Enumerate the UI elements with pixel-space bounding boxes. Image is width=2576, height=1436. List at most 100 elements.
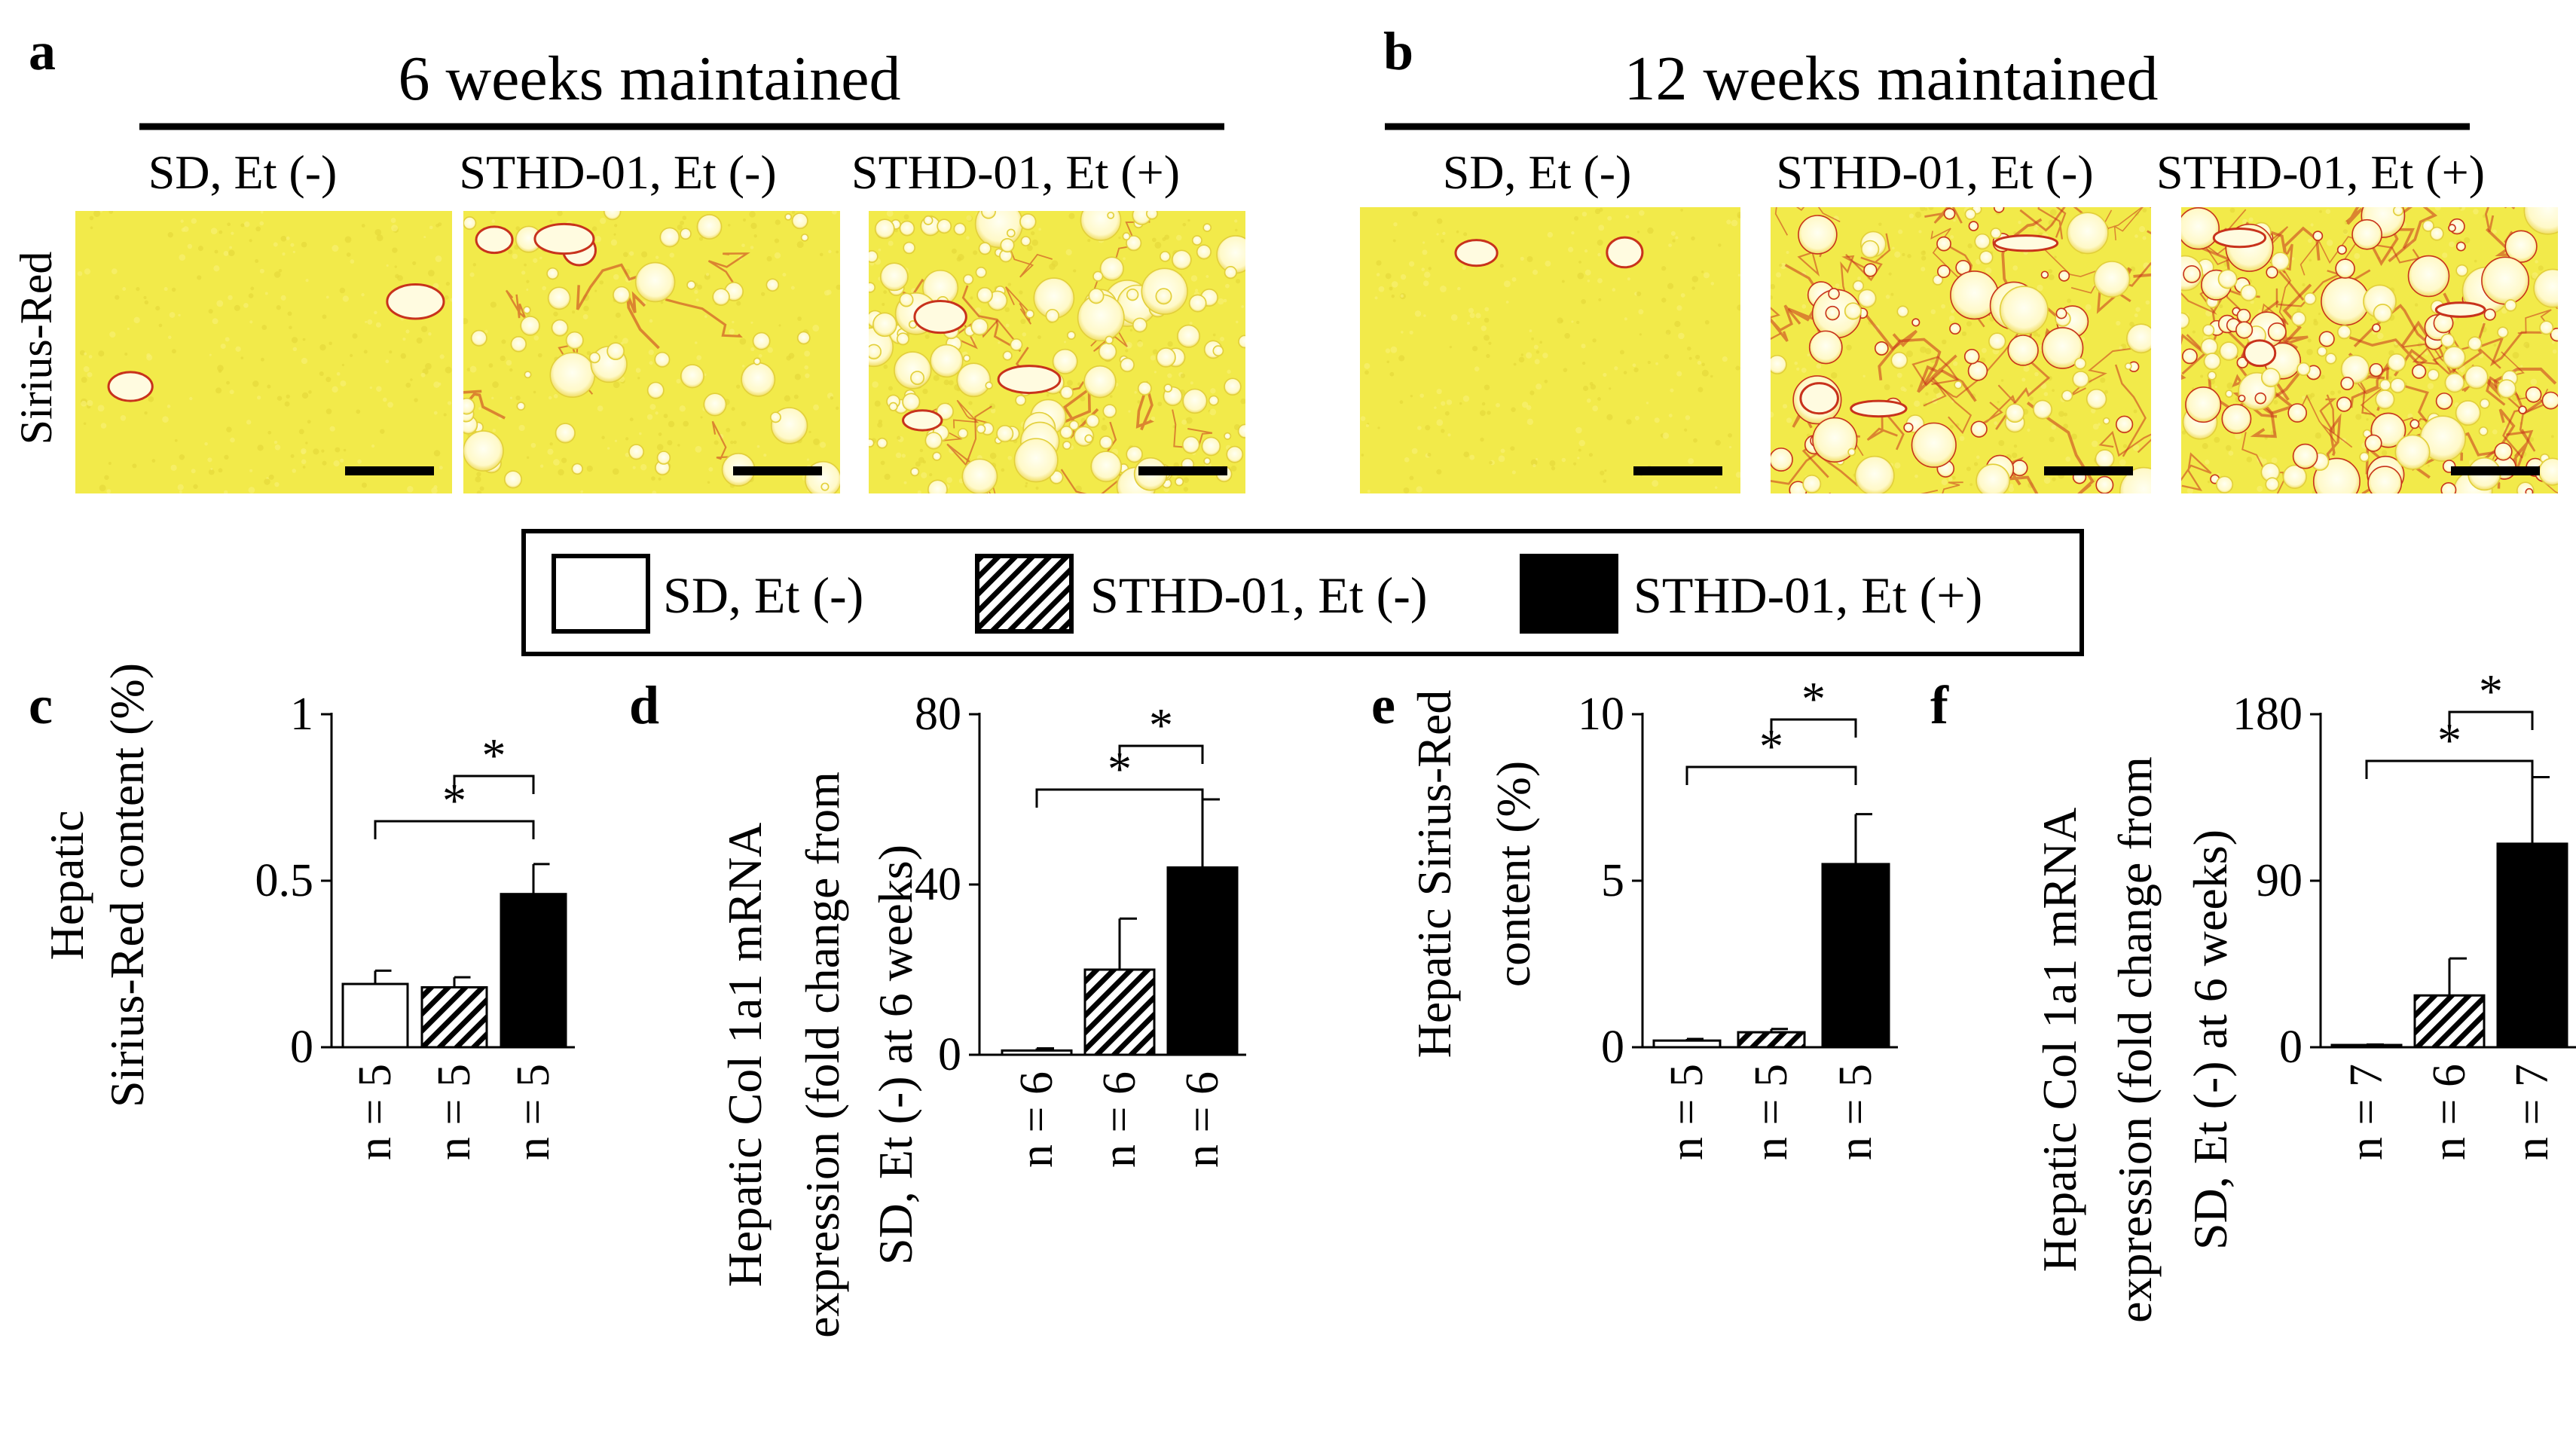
tissue-texture: [385, 359, 390, 364]
tissue-texture: [557, 211, 563, 216]
lipid-vacuole: [2303, 292, 2317, 305]
lipid-vacuole: [1045, 308, 1060, 323]
tissue-texture: [1801, 368, 1807, 373]
tissue-texture: [951, 248, 957, 254]
tissue-texture: [622, 252, 628, 258]
tissue-texture: [1846, 344, 1852, 351]
tissue-texture: [1423, 271, 1431, 278]
tissue-texture: [1680, 293, 1685, 298]
tissue-texture: [828, 249, 832, 254]
lipid-vacuole: [1808, 330, 1843, 365]
tissue-texture: [1535, 458, 1539, 461]
lipid-vacuole: [1798, 215, 1838, 255]
tissue-texture: [797, 316, 802, 321]
lipid-vacuole: [2324, 353, 2337, 365]
tissue-texture: [1575, 426, 1582, 434]
tissue-texture: [433, 381, 440, 388]
tissue-texture: [2377, 332, 2384, 340]
tissue-texture: [877, 422, 883, 428]
tissue-texture: [2434, 207, 2441, 211]
tissue-texture: [1985, 267, 1992, 274]
tissue-texture: [1646, 402, 1649, 405]
tissue-texture: [405, 329, 410, 334]
tissue-texture: [1436, 218, 1443, 225]
tissue-texture: [694, 289, 698, 295]
tissue-texture: [387, 402, 393, 408]
tissue-texture: [1908, 213, 1914, 218]
lipid-vacuole: [1015, 394, 1027, 406]
tissue-texture: [741, 243, 745, 248]
tissue-texture: [361, 293, 365, 297]
significance-bracket: [1118, 744, 1204, 764]
lipid-vacuole: [2427, 368, 2440, 381]
bar: [1737, 1031, 1806, 1049]
tissue-texture: [93, 211, 101, 217]
fibrosis-strand: [2326, 413, 2342, 469]
tissue-texture: [2355, 414, 2362, 420]
lipid-vacuole: [1188, 294, 1207, 313]
significance-bracket: [453, 775, 535, 794]
fibrosis-strand: [1920, 481, 1963, 493]
tissue-texture: [435, 223, 440, 228]
chart-f: 0 90 180 n = 7 n = 6 n = 7 * * Hepatic Col 1a1 m…: [2033, 665, 2576, 1323]
tissue-texture: [888, 386, 893, 391]
n-label: n = 6: [2424, 1064, 2475, 1160]
tissue-texture: [325, 295, 329, 299]
tissue-texture: [1633, 367, 1639, 373]
lipid-vacuole: [1132, 317, 1147, 333]
tissue-texture: [1583, 385, 1589, 392]
tissue-texture: [1511, 470, 1516, 475]
tissue-texture: [1181, 419, 1187, 425]
y-tick-label: 0: [938, 1029, 961, 1080]
tissue-texture: [775, 219, 781, 225]
scale-bar: [733, 466, 822, 475]
tissue-texture: [572, 310, 576, 314]
tissue-texture: [894, 228, 898, 233]
tissue-texture: [508, 249, 513, 255]
micrograph-background: [1360, 207, 1740, 493]
tissue-texture: [1484, 317, 1490, 323]
lipid-vacuole: [2219, 341, 2239, 361]
lipid-vacuole: [956, 362, 992, 398]
tissue-texture: [1533, 344, 1539, 350]
tissue-texture: [1626, 419, 1632, 425]
tissue-texture: [2538, 265, 2544, 271]
tissue-texture: [1894, 462, 1901, 469]
lipid-vacuole: [2429, 226, 2444, 241]
tissue-texture: [210, 468, 213, 471]
lipid-vacuole: [899, 292, 914, 307]
lipid-vacuole: [970, 317, 989, 336]
lipid-vacuole: [2525, 487, 2534, 493]
tissue-texture: [87, 371, 93, 377]
tissue-texture: [2029, 396, 2034, 401]
tissue-texture: [1361, 454, 1364, 457]
tissue-texture: [1378, 286, 1385, 292]
blood-vessel: [997, 365, 1062, 395]
lipid-vacuole: [2455, 264, 2468, 277]
lipid-vacuole: [2539, 320, 2554, 335]
tissue-texture: [736, 301, 741, 306]
tissue-texture: [509, 396, 513, 399]
lipid-vacuole: [2291, 311, 2306, 327]
tissue-texture: [1118, 237, 1121, 240]
lipid-vacuole: [796, 331, 811, 345]
lipid-vacuole: [2422, 219, 2434, 232]
tissue-texture: [1392, 239, 1396, 243]
tissue-texture: [1542, 353, 1548, 359]
lipid-vacuole: [2479, 398, 2490, 409]
tissue-texture: [394, 265, 397, 268]
tissue-texture: [1175, 234, 1182, 241]
tissue-texture: [1499, 264, 1504, 268]
tissue-texture: [921, 472, 927, 478]
tissue-texture: [2388, 376, 2392, 380]
legend-box: [521, 529, 2084, 656]
tissue-texture: [490, 211, 497, 215]
tissue-texture: [652, 490, 657, 493]
tissue-texture: [1561, 457, 1566, 463]
tissue-texture: [901, 454, 906, 458]
tissue-texture: [256, 396, 261, 400]
tissue-texture: [191, 218, 197, 225]
lipid-vacuole: [696, 214, 723, 240]
tissue-texture: [533, 335, 539, 341]
tissue-texture: [1167, 373, 1172, 378]
